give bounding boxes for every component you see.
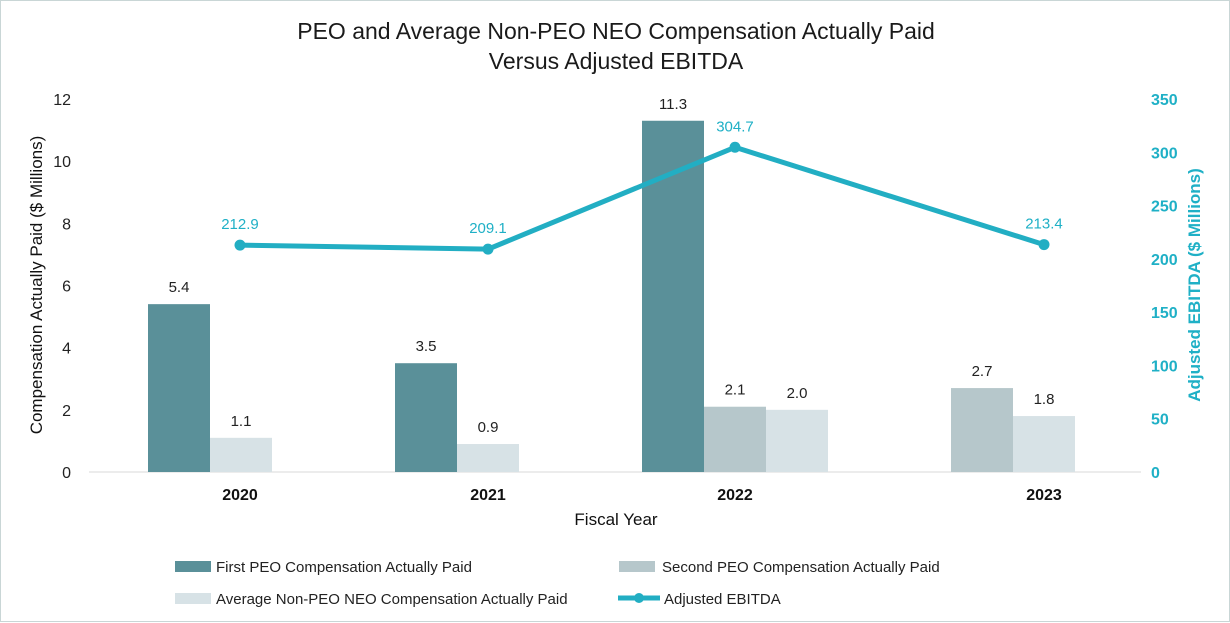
- legend-swatch-second-peo: [619, 561, 655, 572]
- point-adjusted-ebitda-2022: [729, 141, 741, 153]
- y2-tick-label: 350: [1151, 92, 1178, 109]
- legend-label-first-peo: First PEO Compensation Actually Paid: [216, 559, 472, 576]
- category-labels: 2020 2021 2022 2023: [222, 487, 1062, 504]
- point-adjusted-ebitda-2020: [234, 239, 246, 251]
- x-tick-label-2021: 2021: [470, 487, 506, 504]
- data-label-avg-neo-2022: 2.0: [787, 385, 808, 402]
- bar-avg-neo-2022: [766, 409, 828, 472]
- data-label-adjusted-ebitda-2023: 213.4: [1025, 216, 1063, 233]
- data-label-avg-neo-2021: 0.9: [478, 419, 499, 436]
- bar-first-peo-2020: [148, 304, 210, 472]
- y2-tick-label: 300: [1151, 145, 1178, 162]
- legend-label-avg-neo: Average Non-PEO NEO Compensation Actuall…: [216, 591, 568, 608]
- data-label-avg-neo-2020: 1.1: [231, 413, 252, 430]
- chart-title-line-2: Versus Adjusted EBITDA: [489, 48, 744, 74]
- x-tick-label-2020: 2020: [222, 487, 258, 504]
- legend-label-adjusted-ebitda: Adjusted EBITDA: [664, 591, 781, 608]
- bar-first-peo-2021: [395, 363, 457, 472]
- legend: First PEO Compensation Actually Paid Sec…: [175, 559, 940, 608]
- data-label-second-peo-2023: 2.7: [972, 363, 993, 380]
- data-label-first-peo-2021: 3.5: [416, 338, 437, 355]
- y2-tick-label: 0: [1151, 465, 1160, 482]
- y-tick-label: 12: [53, 92, 71, 109]
- data-label-first-peo-2022: 11.3: [659, 96, 687, 113]
- data-label-first-peo-2020: 5.4: [169, 279, 190, 296]
- y2-tick-label: 200: [1151, 252, 1178, 269]
- bar-avg-neo-2023: [1013, 416, 1075, 472]
- y-tick-label: 4: [62, 341, 71, 358]
- y-tick-label: 6: [62, 279, 71, 296]
- data-label-avg-neo-2023: 1.8: [1034, 391, 1055, 408]
- line-series-group: 212.9 209.1 304.7 213.4: [221, 118, 1063, 255]
- x-tick-label-2023: 2023: [1026, 487, 1062, 504]
- y2-axis-title: Adjusted EBITDA ($ Millions): [1185, 168, 1204, 402]
- x-tick-label-2022: 2022: [717, 487, 753, 504]
- line-adjusted-ebitda: [239, 144, 1045, 252]
- data-label-second-peo-2022: 2.1: [725, 382, 746, 399]
- data-label-adjusted-ebitda-2020: 212.9: [221, 216, 259, 233]
- bar-avg-neo-2020: [210, 437, 272, 472]
- data-label-adjusted-ebitda-2022: 304.7: [716, 118, 754, 135]
- y-tick-label: 10: [53, 154, 71, 171]
- bar-series-group: 5.4 3.5 11.3 2.1 2.7 1.1 0.9 2.0 1.8: [89, 96, 1141, 473]
- bar-second-peo-2022: [704, 406, 766, 472]
- y2-tick-label: 150: [1151, 305, 1178, 322]
- legend-swatch-first-peo: [175, 561, 211, 572]
- y2-tick-label: 100: [1151, 358, 1178, 375]
- bar-avg-neo-2021: [457, 444, 519, 472]
- chart-title-line-1: PEO and Average Non-PEO NEO Compensation…: [297, 18, 935, 44]
- y2-tick-label: 250: [1151, 199, 1178, 216]
- legend-swatch-avg-neo: [175, 593, 211, 604]
- legend-label-second-peo: Second PEO Compensation Actually Paid: [662, 559, 940, 576]
- left-axis-ticks: 0 2 4 6 8 10 12: [53, 92, 71, 482]
- y2-tick-label: 50: [1151, 412, 1169, 429]
- y-axis-title: Compensation Actually Paid ($ Millions): [27, 136, 46, 435]
- bar-second-peo-2023: [951, 388, 1013, 472]
- right-axis-ticks: 0 50 100 150 200 250 300 350: [1151, 92, 1178, 482]
- y-tick-label: 2: [62, 403, 71, 420]
- x-axis-title: Fiscal Year: [574, 510, 657, 529]
- y-tick-label: 0: [62, 465, 71, 482]
- legend-marker-adjusted-ebitda: [634, 593, 644, 603]
- point-adjusted-ebitda-2023: [1038, 239, 1050, 251]
- data-label-adjusted-ebitda-2021: 209.1: [469, 220, 507, 237]
- y-tick-label: 8: [62, 216, 71, 233]
- point-adjusted-ebitda-2021: [482, 243, 494, 255]
